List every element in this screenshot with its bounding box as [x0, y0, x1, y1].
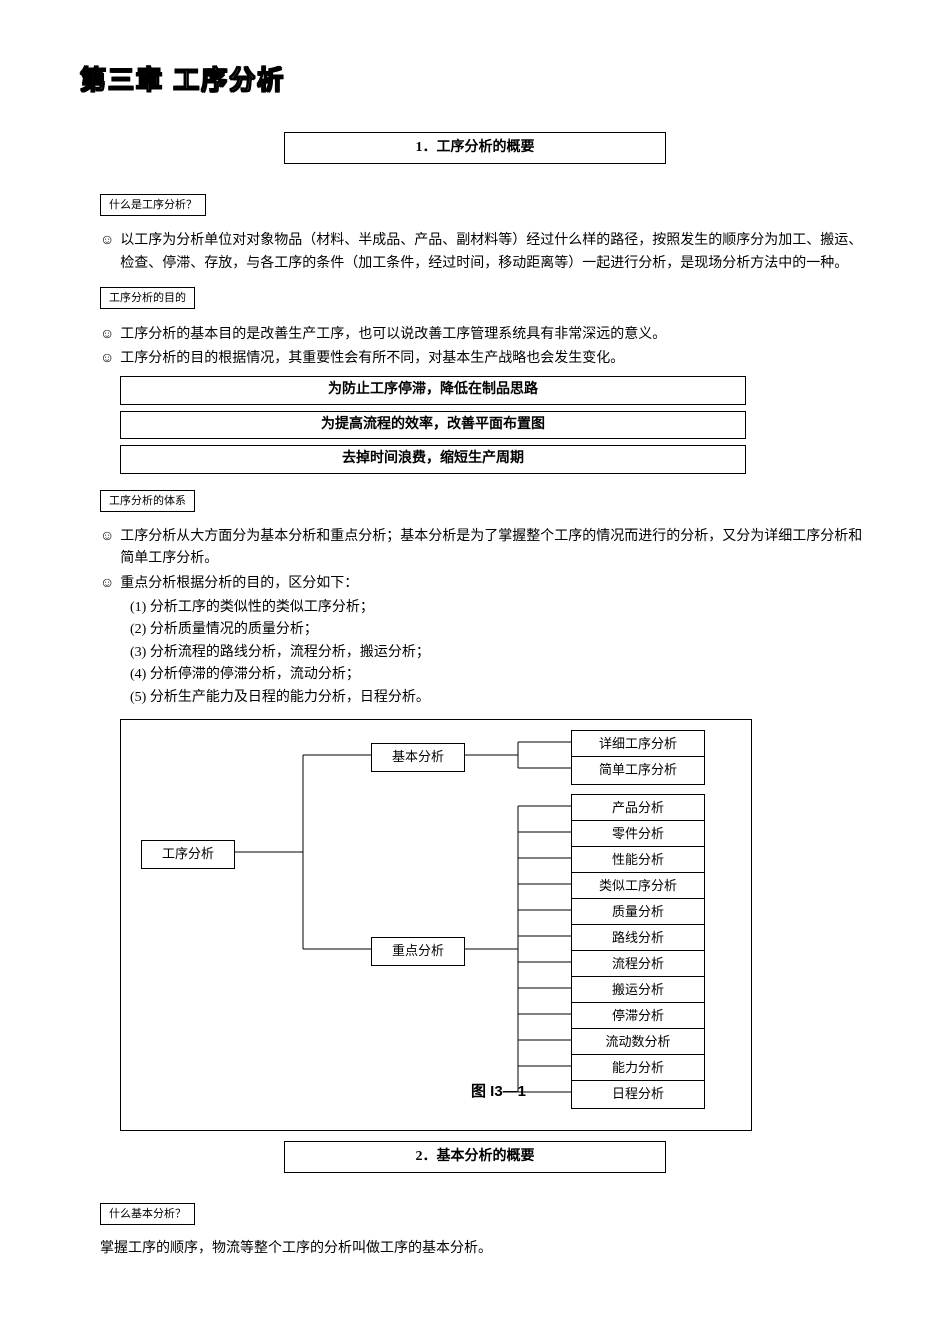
list-item: (4) 分析停滞的停滞分析，流动分析； — [130, 664, 870, 686]
section2-title: 基本分析的概要 — [437, 1149, 535, 1164]
figure-caption: 图 I3—1 — [471, 1080, 526, 1104]
chapter-title: 第三章 工序分析 — [80, 60, 870, 102]
smile-icon: ☺ — [100, 230, 114, 275]
smile-icon: ☺ — [100, 573, 114, 595]
bullet-item: ☺ 工序分析从大方面分为基本分析和重点分析；基本分析是为了掌握整个工序的情况而进… — [100, 526, 870, 571]
tree-leaf: 能力分析 — [571, 1054, 705, 1083]
tree-leaf: 详细工序分析 — [571, 730, 705, 759]
tree-leaf: 简单工序分析 — [571, 756, 705, 785]
tree-leaf: 流动数分析 — [571, 1028, 705, 1057]
tree-leaf: 产品分析 — [571, 794, 705, 823]
tree-leaf: 零件分析 — [571, 820, 705, 849]
section1-title-box: 1．工序分析的概要 — [284, 132, 666, 164]
tree-root: 工序分析 — [141, 840, 235, 869]
bullet-item: ☺ 工序分析的基本目的是改善生产工序，也可以说改善工序管理系统具有非常深远的意义… — [100, 324, 870, 346]
section1-title: 工序分析的概要 — [437, 140, 535, 155]
bullet-item: ☺ 以工序为分析单位对对象物品（材料、半成品、产品、副材料等）经过什么样的路径，… — [100, 230, 870, 275]
list-item: (3) 分析流程的路线分析，流程分析，搬运分析； — [130, 642, 870, 664]
tree-branch: 重点分析 — [371, 937, 465, 966]
section1-number: 1． — [416, 140, 437, 155]
tree-leaf: 停滞分析 — [571, 1002, 705, 1031]
list-item: (2) 分析质量情况的质量分析； — [130, 619, 870, 641]
goal-box-1: 为防止工序停滞，降低在制品思路 — [120, 376, 746, 404]
sub-label-1: 什么是工序分析？ — [100, 194, 206, 216]
tree-branch: 基本分析 — [371, 743, 465, 772]
goal-box-2: 为提高流程的效率，改善平面布置图 — [120, 411, 746, 439]
bullet-item: ☺ 工序分析的目的根据情况，其重要性会有所不同，对基本生产战略也会发生变化。 — [100, 348, 870, 370]
tree-leaf: 流程分析 — [571, 950, 705, 979]
tree-leaf: 搬运分析 — [571, 976, 705, 1005]
sub-label-3: 工序分析的体系 — [100, 490, 195, 512]
smile-icon: ☺ — [100, 324, 114, 346]
paragraph: 工序分析从大方面分为基本分析和重点分析；基本分析是为了掌握整个工序的情况而进行的… — [120, 526, 870, 571]
smile-icon: ☺ — [100, 526, 114, 571]
tree-leaf: 质量分析 — [571, 898, 705, 927]
tree-leaf: 日程分析 — [571, 1080, 705, 1109]
tree-leaf: 路线分析 — [571, 924, 705, 953]
numbered-list: (1) 分析工序的类似性的类似工序分析； (2) 分析质量情况的质量分析； (3… — [130, 597, 870, 709]
sub-label-2: 工序分析的目的 — [100, 287, 195, 309]
section2-title-box: 2．基本分析的概要 — [284, 1141, 666, 1173]
list-item: (5) 分析生产能力及日程的能力分析，日程分析。 — [130, 687, 870, 709]
tree-leaf: 性能分析 — [571, 846, 705, 875]
paragraph: 以工序为分析单位对对象物品（材料、半成品、产品、副材料等）经过什么样的路径，按照… — [120, 230, 870, 275]
tree-diagram: 详细工序分析简单工序分析产品分析零件分析性能分析类似工序分析质量分析路线分析流程… — [120, 719, 752, 1131]
tree-leaf: 类似工序分析 — [571, 872, 705, 901]
paragraph: 工序分析的目的根据情况，其重要性会有所不同，对基本生产战略也会发生变化。 — [120, 348, 624, 370]
list-item: (1) 分析工序的类似性的类似工序分析； — [130, 597, 870, 619]
goal-box-3: 去掉时间浪费，缩短生产周期 — [120, 445, 746, 473]
paragraph: 工序分析的基本目的是改善生产工序，也可以说改善工序管理系统具有非常深远的意义。 — [120, 324, 666, 346]
section2-number: 2． — [416, 1149, 437, 1164]
paragraph: 掌握工序的顺序，物流等整个工序的分析叫做工序的基本分析。 — [100, 1238, 870, 1260]
smile-icon: ☺ — [100, 348, 114, 370]
bullet-item: ☺ 重点分析根据分析的目的，区分如下： — [100, 573, 870, 595]
sub-label-4: 什么基本分析？ — [100, 1203, 195, 1225]
paragraph: 重点分析根据分析的目的，区分如下： — [120, 573, 358, 595]
